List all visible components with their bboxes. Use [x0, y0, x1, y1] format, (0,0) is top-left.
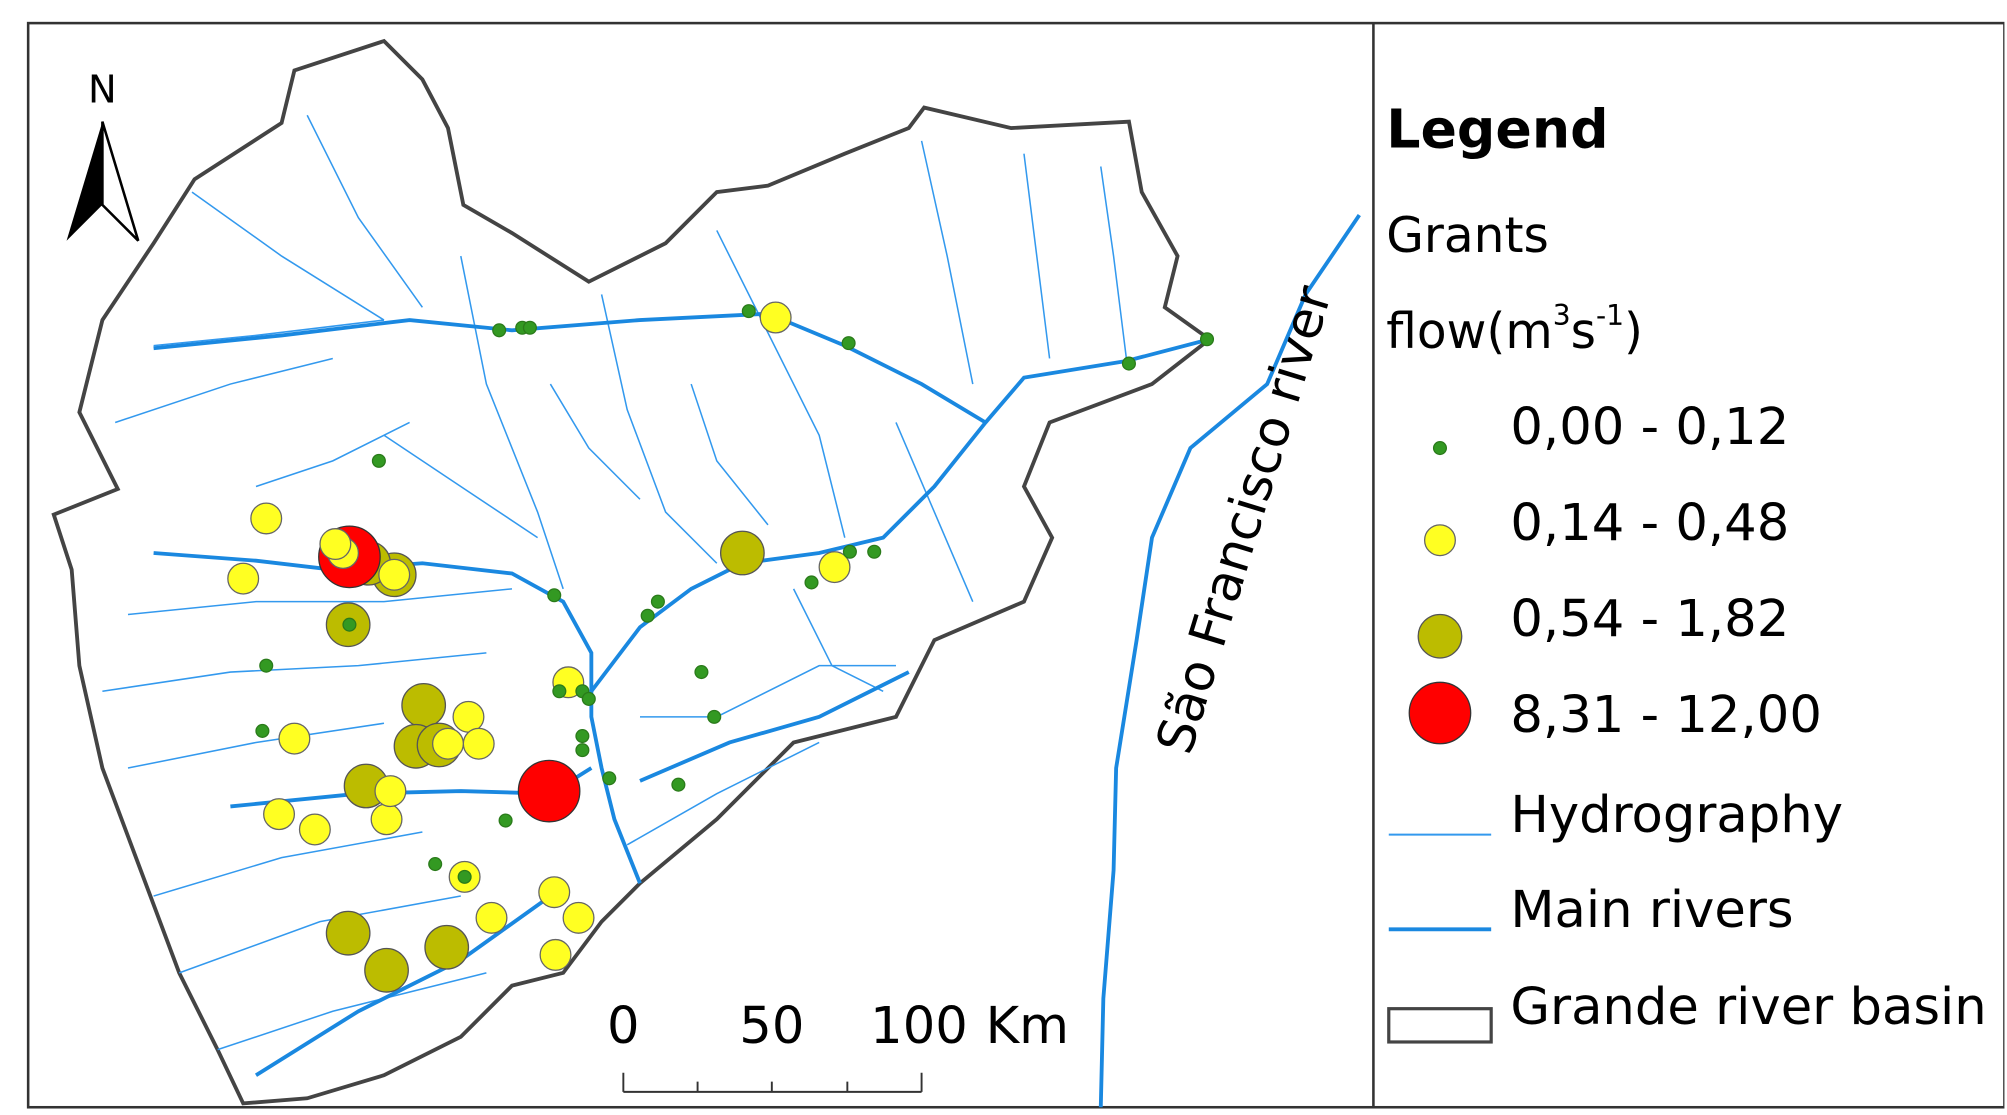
scale-label: 100 — [870, 996, 968, 1056]
legend-subtitle: Grants — [1386, 208, 1549, 264]
scale-unit: Km — [986, 996, 1069, 1056]
grant-points — [227, 301, 1215, 993]
flow-unit: ) — [1624, 304, 1643, 360]
main-rivers — [153, 214, 1361, 1108]
flow-unit: -1 — [1596, 299, 1624, 332]
flow-label: flow — [1386, 304, 1486, 360]
north-arrow: N — [66, 67, 140, 242]
legend-class: 8,31 - 12,00 — [1510, 685, 1822, 745]
flow-unit: s — [1571, 304, 1596, 360]
basin-outline — [51, 38, 1213, 1106]
legend-class: 0,14 - 0,48 — [1510, 493, 1789, 553]
legend-layer: Hydrography — [1510, 785, 1843, 845]
edge-mask — [2004, 0, 2007, 1115]
flow-unit: 3 — [1553, 299, 1571, 332]
legend-flow: flow(m3s-1) — [1386, 299, 1643, 360]
hydrography — [102, 114, 1128, 1051]
legend: Legend Grants flow(m3s-1) 0,00 - 0,12 0,… — [1386, 97, 1987, 1044]
legend-class: 0,54 - 1,82 — [1510, 589, 1789, 649]
legend-layer: Grande river basin — [1510, 977, 1986, 1037]
scale-bar: 0 50 100 Km — [607, 996, 1069, 1093]
scale-label: 0 — [607, 996, 640, 1056]
flow-unit: (m — [1486, 304, 1552, 360]
legend-class: 0,00 - 0,12 — [1510, 397, 1789, 457]
legend-layer: Main rivers — [1510, 880, 1793, 940]
legend-title: Legend — [1386, 97, 1608, 160]
scale-label: 50 — [739, 996, 804, 1056]
north-label: N — [88, 67, 117, 112]
